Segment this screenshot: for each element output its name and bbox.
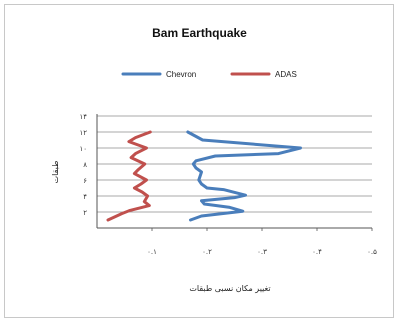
legend-label-chevron: Chevron xyxy=(166,70,196,79)
y-tick-label: ۲ xyxy=(83,209,87,217)
y-tick-label: ۸ xyxy=(83,161,87,169)
x-tick-label: ۰.۲ xyxy=(202,248,212,256)
x-axis-label: تغییر مکان نسبی طبقات xyxy=(189,284,270,293)
y-tick-label: ۱۲ xyxy=(79,129,87,137)
y-axis-label: طبقات xyxy=(51,161,60,184)
series-line-adas xyxy=(106,130,152,222)
y-tick-label: ۶ xyxy=(83,177,87,185)
legend-label-adas: ADAS xyxy=(275,70,297,79)
y-tick-label: ۱۴ xyxy=(79,113,87,121)
y-tick-label: ۱۰ xyxy=(79,145,87,153)
series-line-chevron xyxy=(186,130,302,222)
x-tick-label: ۰.۱ xyxy=(147,248,157,256)
x-tick-label: ۰.۳ xyxy=(257,248,267,256)
chart-title: Bam Earthquake xyxy=(152,26,247,40)
x-tick-label: ۰.۵ xyxy=(367,248,377,256)
y-tick-label: ۴ xyxy=(83,193,87,201)
x-tick-label: ۰.۴ xyxy=(312,248,322,256)
